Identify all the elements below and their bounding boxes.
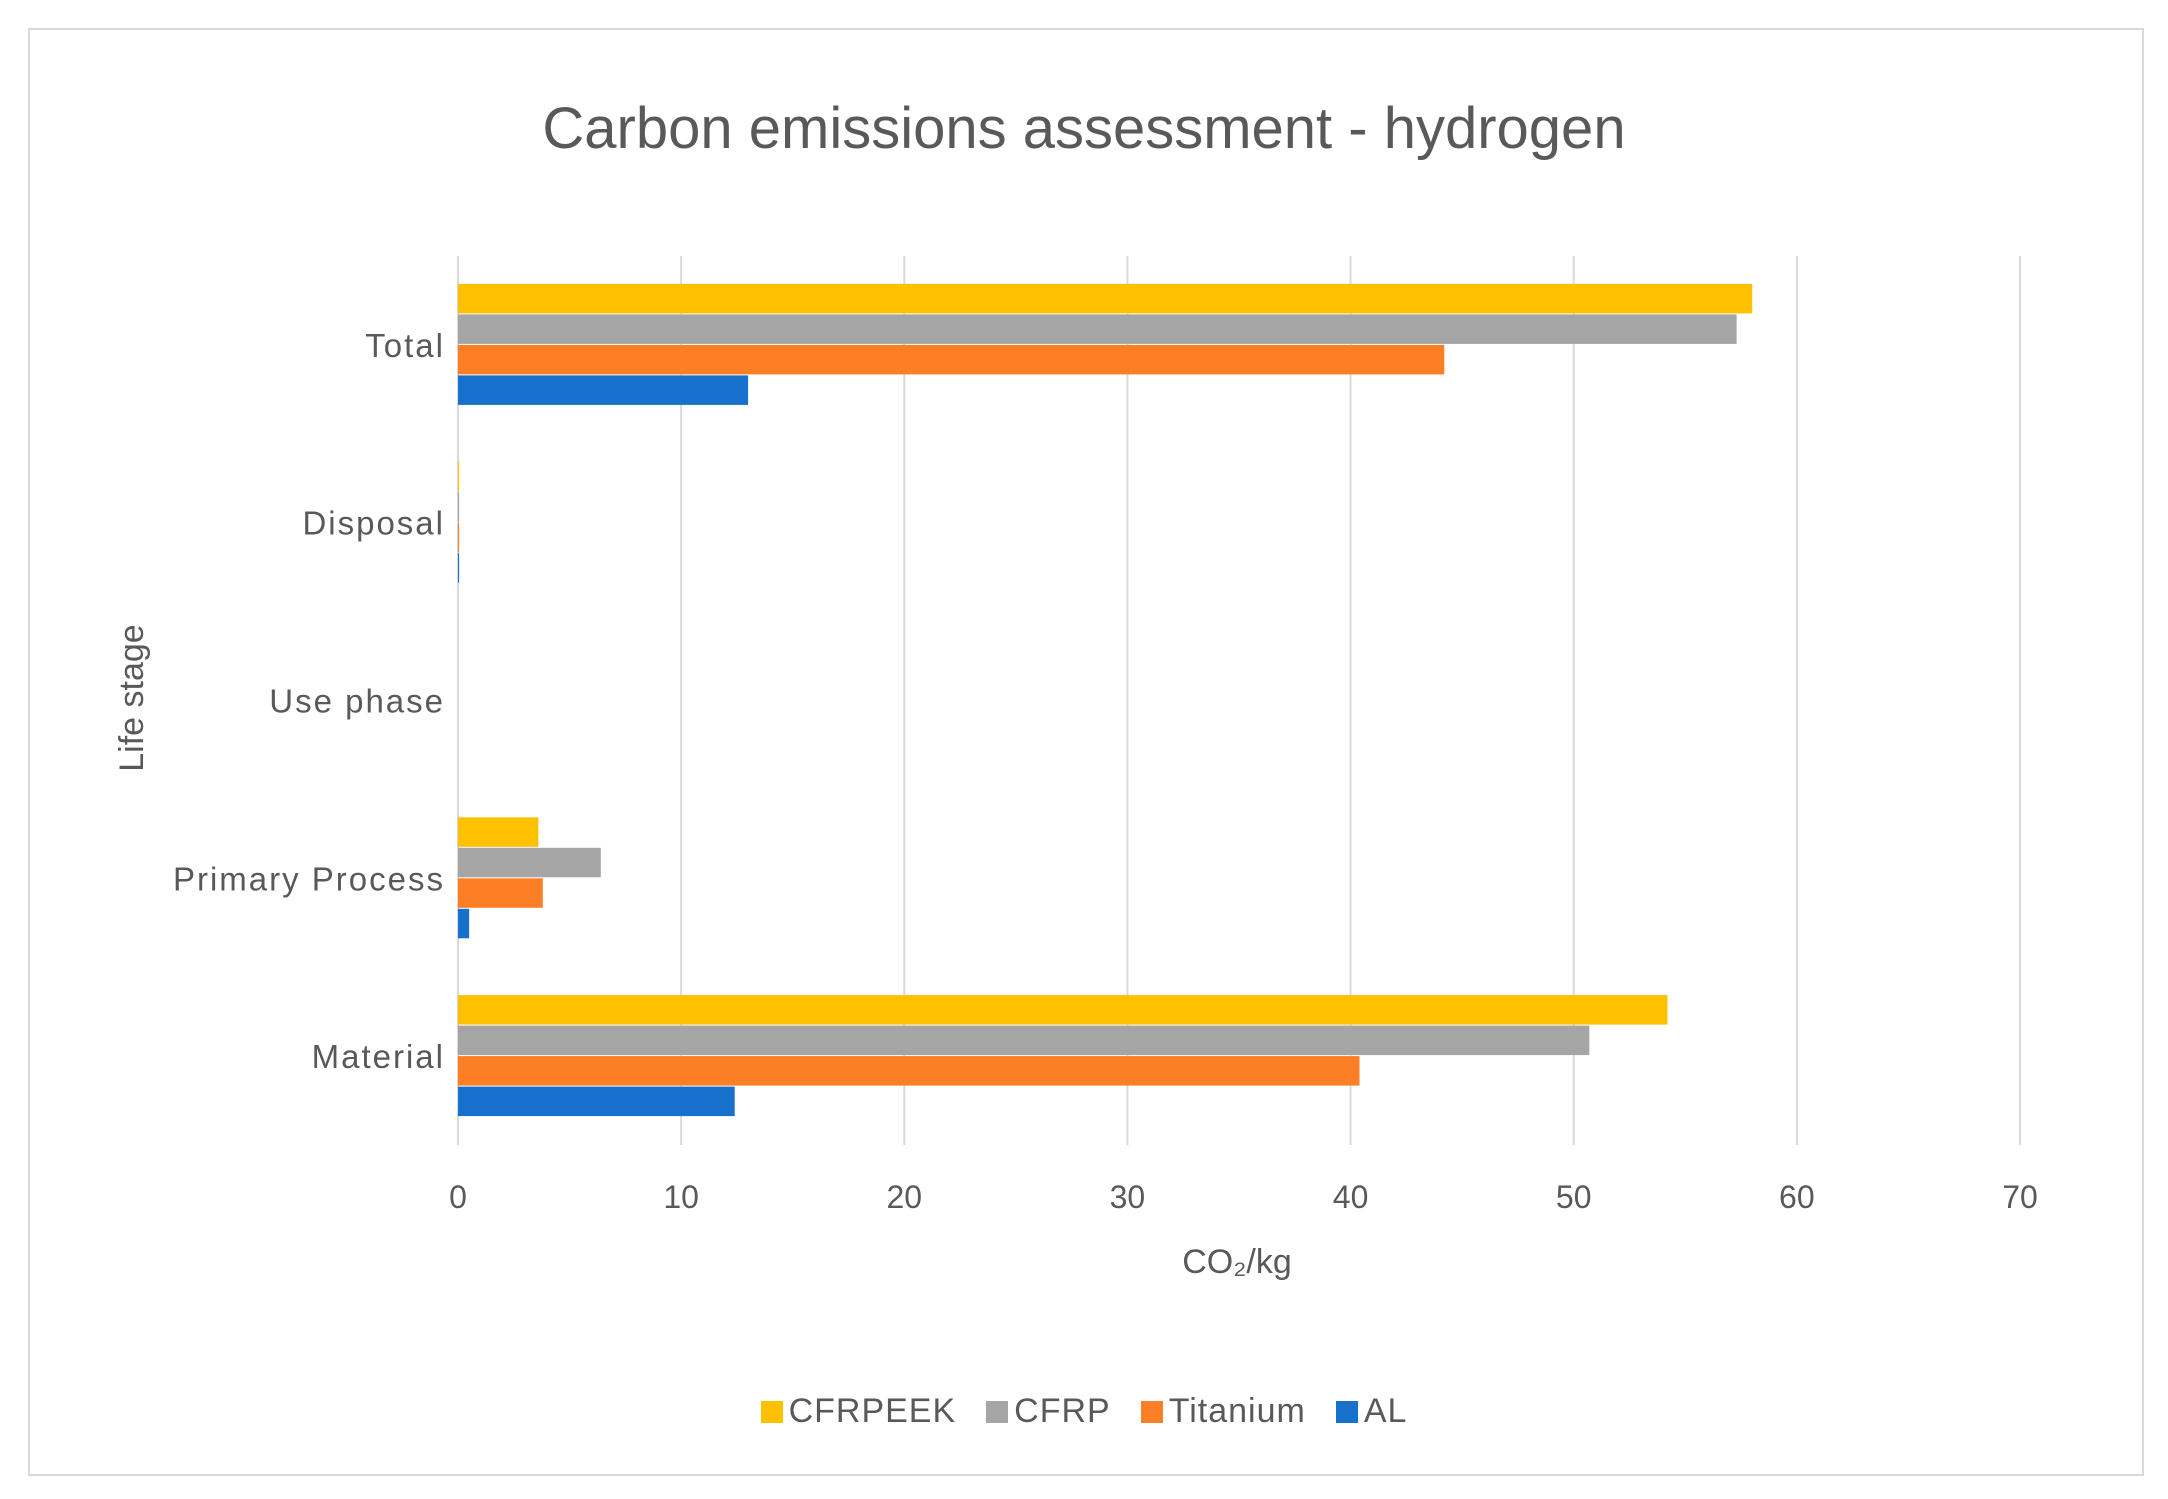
legend-item-cfrpeek: CFRPEEK xyxy=(760,1392,957,1431)
y-tick-label: Use phase xyxy=(269,683,445,720)
y-tick-label: Total xyxy=(365,327,445,364)
bar-al-primary-process xyxy=(458,908,470,939)
x-tick-label: 10 xyxy=(663,1179,699,1215)
bar-titanium-total xyxy=(458,344,1445,375)
x-tick-label: 50 xyxy=(1556,1179,1592,1215)
x-tick-label: 70 xyxy=(2002,1179,2038,1215)
bar-cfrpeek-primary-process xyxy=(458,817,539,847)
chart-frame xyxy=(28,28,2144,1476)
x-axis-label: CO₂/kg xyxy=(1182,1243,1292,1281)
x-tick-label: 30 xyxy=(1110,1179,1146,1215)
bar-cfrpeek-disposal xyxy=(458,461,460,492)
legend-swatch xyxy=(986,1400,1009,1423)
legend: CFRPEEK CFRP Titanium AL xyxy=(0,1392,2168,1431)
legend-label: CFRPEEK xyxy=(788,1392,957,1430)
legend-item-titanium: Titanium xyxy=(1140,1392,1306,1431)
legend-item-al: AL xyxy=(1335,1392,1408,1431)
y-tick-label: Material xyxy=(312,1038,445,1075)
x-tick-label: 40 xyxy=(1333,1179,1369,1215)
x-tick-label: 60 xyxy=(1779,1179,1815,1215)
bar-al-disposal xyxy=(458,553,460,583)
y-axis-label: Life stage xyxy=(113,624,151,771)
bar-titanium-primary-process xyxy=(458,878,543,908)
bar-al-total xyxy=(458,375,749,405)
bar-al-material xyxy=(458,1086,735,1117)
bar-titanium-disposal xyxy=(458,522,460,553)
legend-label: Titanium xyxy=(1168,1392,1306,1430)
bar-cfrp-disposal xyxy=(458,492,460,522)
legend-swatch xyxy=(1140,1400,1163,1423)
x-tick-label: 0 xyxy=(449,1179,467,1215)
legend-item-cfrp: CFRP xyxy=(986,1392,1111,1431)
y-tick-label: Disposal xyxy=(302,505,445,542)
legend-label: AL xyxy=(1363,1392,1408,1430)
bar-cfrp-total xyxy=(458,314,1737,344)
bar-cfrpeek-total xyxy=(458,283,1753,314)
x-tick-label: 20 xyxy=(886,1179,922,1215)
bar-titanium-material xyxy=(458,1056,1360,1086)
bar-cfrp-material xyxy=(458,1025,1590,1056)
legend-swatch xyxy=(1335,1400,1358,1423)
bar-cfrp-primary-process xyxy=(458,847,601,878)
y-tick-label: Primary Process xyxy=(173,860,445,897)
legend-label: CFRP xyxy=(1014,1392,1111,1430)
bar-cfrpeek-material xyxy=(458,995,1668,1025)
legend-swatch xyxy=(760,1400,783,1423)
chart-title: Carbon emissions assessment - hydrogen xyxy=(542,96,1626,161)
